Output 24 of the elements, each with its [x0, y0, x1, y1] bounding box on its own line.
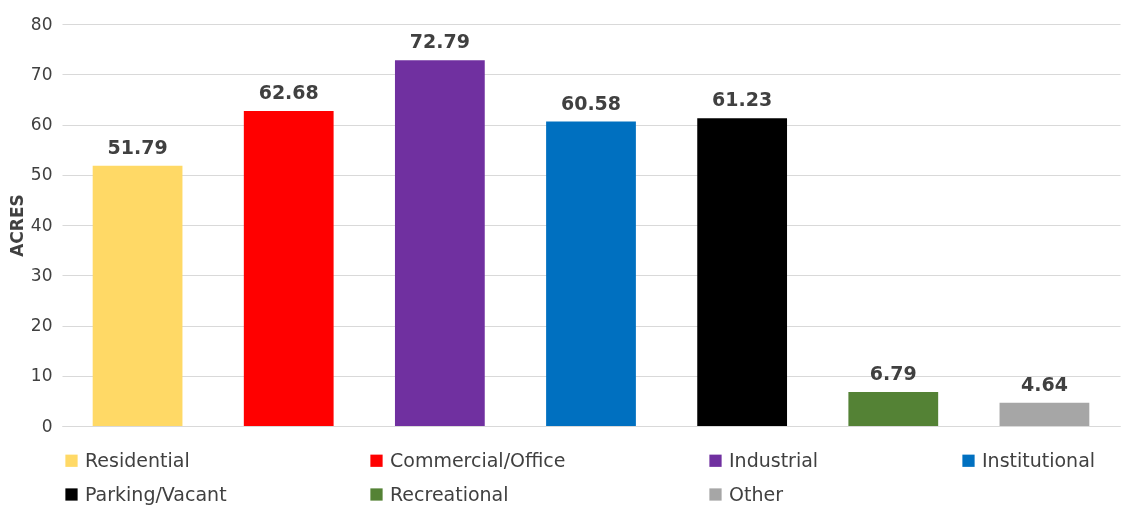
- data-label: 51.79: [107, 135, 168, 158]
- y-tick-label: 0: [41, 415, 53, 436]
- y-tick-label: 50: [30, 164, 53, 185]
- legend-label: Other: [729, 482, 784, 505]
- y-tick-label: 20: [30, 315, 53, 335]
- y-tick-label: 30: [30, 264, 53, 285]
- legend-label: Recreational: [390, 482, 509, 505]
- y-tick-label: 70: [30, 63, 53, 84]
- y-axis-title: ACRES: [6, 194, 27, 257]
- legend-label: Commercial/Office: [390, 448, 566, 471]
- y-tick-label: 40: [30, 214, 53, 235]
- data-label: 72.79: [409, 30, 470, 53]
- y-tick-label: 10: [30, 365, 53, 386]
- data-label: 6.79: [869, 361, 917, 384]
- data-label: 4.64: [1020, 372, 1068, 395]
- data-label: 60.58: [560, 91, 622, 114]
- legend-label: Residential: [85, 448, 190, 471]
- legend-label: Industrial: [729, 448, 819, 471]
- y-tick-label: 80: [30, 13, 53, 34]
- legend-label: Institutional: [982, 448, 1096, 471]
- legend-label: Parking/Vacant: [85, 482, 227, 505]
- y-tick-label: 60: [30, 114, 53, 134]
- data-label: 62.68: [258, 81, 319, 104]
- data-label: 61.23: [712, 88, 773, 111]
